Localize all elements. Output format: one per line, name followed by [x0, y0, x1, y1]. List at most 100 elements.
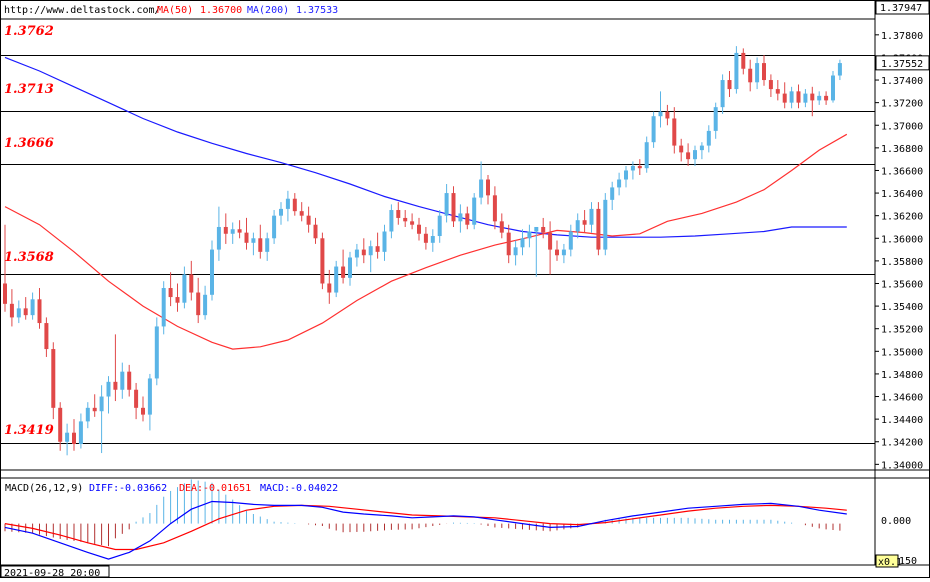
candle — [51, 342, 56, 420]
candle-body — [127, 371, 132, 390]
candle-body — [182, 274, 187, 303]
candle-body — [837, 63, 842, 76]
candle — [410, 213, 415, 230]
candle — [686, 143, 691, 166]
candle-body — [803, 93, 808, 103]
date-box — [0, 565, 110, 578]
candle — [430, 229, 435, 252]
candle-body — [458, 213, 463, 222]
candle-body — [161, 288, 166, 327]
candle — [437, 210, 442, 243]
candle-body — [72, 432, 76, 445]
candle-body — [382, 231, 387, 252]
candle-body — [610, 187, 615, 200]
price-tick-label: 1.34400 — [881, 415, 923, 426]
candle-body — [265, 238, 270, 252]
candle — [499, 213, 504, 239]
price-tick-label: 1.35000 — [881, 347, 923, 358]
scale-badge-box — [875, 554, 899, 568]
level-label-2: 1.3713 — [4, 82, 54, 97]
candle-body — [782, 93, 787, 103]
candle — [272, 210, 277, 244]
candle — [630, 161, 635, 180]
candle — [727, 70, 732, 97]
candle-body — [589, 208, 594, 225]
current-price: 1.37552 — [881, 59, 923, 70]
candle — [679, 138, 684, 162]
candle — [396, 202, 401, 225]
candle — [216, 206, 221, 261]
candle-body — [244, 232, 249, 243]
candle-body — [686, 152, 691, 160]
price-tick-label: 1.34800 — [881, 370, 923, 381]
candle-body — [306, 215, 311, 225]
candle — [824, 91, 829, 105]
candle-body — [168, 288, 173, 298]
macd-title: MACD(26,12,9) — [5, 483, 83, 494]
candle-body — [30, 299, 35, 316]
macd-histogram — [4, 479, 841, 547]
candle-body — [292, 198, 297, 212]
candle — [575, 213, 580, 239]
candle-body — [444, 193, 449, 216]
candle-body — [389, 210, 394, 232]
macd-diff-label: DIFF: — [89, 483, 119, 494]
candle-body — [734, 52, 739, 90]
candle-body — [113, 381, 118, 390]
candle — [444, 184, 449, 223]
candle-body — [348, 257, 352, 278]
candle-body — [375, 246, 380, 252]
candle — [299, 202, 304, 222]
candle-body — [92, 407, 97, 412]
candle — [65, 423, 70, 456]
level-label-5: 1.3419 — [4, 423, 54, 438]
price-tick-label: 1.37400 — [881, 76, 923, 87]
candle-body — [603, 199, 608, 250]
candle — [230, 222, 235, 244]
candle-body — [251, 238, 256, 243]
candle — [3, 224, 7, 312]
candle-body — [534, 226, 539, 232]
candle — [693, 145, 697, 166]
candle — [85, 402, 90, 429]
candle — [203, 285, 208, 320]
price-tick-label: 1.37800 — [881, 31, 923, 42]
candle — [458, 204, 463, 233]
candle — [789, 86, 794, 109]
candle-body — [568, 231, 573, 250]
level-label-1: 1.3762 — [4, 24, 54, 39]
candle — [244, 217, 249, 250]
candle-body — [65, 432, 70, 442]
price-tick-label: 1.35800 — [881, 257, 923, 268]
candle — [368, 240, 373, 273]
candle-body — [37, 299, 42, 324]
price-tick-label: 1.36800 — [881, 144, 923, 155]
candle — [175, 283, 180, 312]
candle — [837, 59, 842, 81]
candle — [596, 202, 601, 256]
candle-body — [672, 118, 677, 146]
macd-diff-line — [4, 500, 847, 560]
candle-body — [810, 93, 815, 101]
candle-body — [437, 215, 442, 237]
price-tick-label: 1.36600 — [881, 166, 923, 177]
candle — [403, 210, 408, 227]
candle — [617, 172, 622, 196]
price-tick-label: 1.34200 — [881, 438, 923, 449]
candle — [768, 74, 773, 97]
candle — [589, 202, 594, 233]
candle-body — [237, 229, 242, 233]
candle — [775, 80, 780, 101]
candle-body — [665, 111, 670, 119]
candle-body — [223, 226, 228, 234]
candle-body — [403, 217, 408, 222]
candle — [603, 193, 608, 256]
candle — [106, 376, 111, 414]
candle-body — [472, 197, 477, 225]
candle-body — [327, 283, 332, 293]
candle — [472, 193, 477, 230]
price-tick-label: 1.34000 — [881, 460, 923, 471]
